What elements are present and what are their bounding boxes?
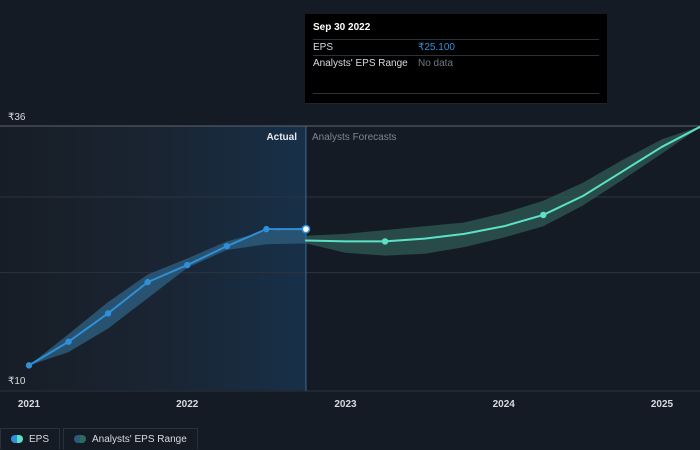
actual-region-background xyxy=(0,126,306,390)
tooltip-date: Sep 30 2022 xyxy=(313,22,371,33)
x-tick-label-2024: 2024 xyxy=(493,399,516,410)
tooltip-range-row: Analysts' EPS Range No data xyxy=(313,55,599,71)
x-tick-label-2022: 2022 xyxy=(176,399,199,410)
eps-line-forecast xyxy=(304,125,700,243)
eps-point-actual-4 xyxy=(184,261,191,269)
tooltip-range-value: No data xyxy=(418,58,454,69)
eps-swatch-icon xyxy=(11,435,23,443)
x-tick-label-2023: 2023 xyxy=(334,399,357,410)
eps-markers xyxy=(25,211,547,369)
eps-range-bands xyxy=(29,126,700,366)
eps-range-swatch-icon xyxy=(74,435,87,443)
eps-point-actual-2 xyxy=(104,310,112,317)
eps-point-actual-1 xyxy=(65,338,72,345)
eps-point-forecast-2 xyxy=(381,238,389,245)
eps-point-highlight xyxy=(301,224,311,234)
legend-range-label: Analysts' EPS Range xyxy=(92,433,187,445)
eps-point-forecast-6 xyxy=(540,211,547,219)
tooltip-divider xyxy=(313,93,599,94)
tooltip-eps-value: ₹25.100 xyxy=(418,42,455,53)
x-axis-ticks: 2021 2022 2023 2024 2025 xyxy=(18,399,674,410)
eps-point-actual-0 xyxy=(25,362,33,369)
eps-lines xyxy=(28,125,700,367)
eps-point-actual-3 xyxy=(144,278,151,286)
legend-item-eps[interactable]: EPS xyxy=(0,428,61,449)
legend-item-eps-range[interactable]: Analysts' EPS Range xyxy=(63,428,198,449)
gridlines xyxy=(0,125,700,392)
y-axis-ticks: ₹36 ₹10 xyxy=(8,112,26,387)
eps-range-band-forecast xyxy=(305,126,700,256)
x-tick-label-2025: 2025 xyxy=(651,399,674,410)
legend-eps-label: EPS xyxy=(29,433,50,445)
y-tick-label-36: ₹36 xyxy=(8,112,26,123)
eps-line-actual xyxy=(28,228,307,367)
eps-point-actual-6 xyxy=(263,225,270,233)
tooltip-eps-row: EPS ₹25.100 xyxy=(313,39,599,55)
chart-legend: EPS Analysts' EPS Range xyxy=(0,427,700,450)
tooltip-eps-label: EPS xyxy=(313,42,334,53)
eps-tooltip: Sep 30 2022 EPS ₹25.100 Analysts' EPS Ra… xyxy=(305,14,607,104)
y-tick-label-10: ₹10 xyxy=(8,376,26,387)
eps-range-band-actual xyxy=(29,227,306,366)
tooltip-range-label: Analysts' EPS Range xyxy=(313,58,408,69)
actual-region-label: Actual xyxy=(266,132,297,143)
x-tick-label-2021: 2021 xyxy=(18,399,41,410)
eps-point-actual-5 xyxy=(223,242,231,250)
forecast-region-label: Analysts Forecasts xyxy=(312,132,396,143)
